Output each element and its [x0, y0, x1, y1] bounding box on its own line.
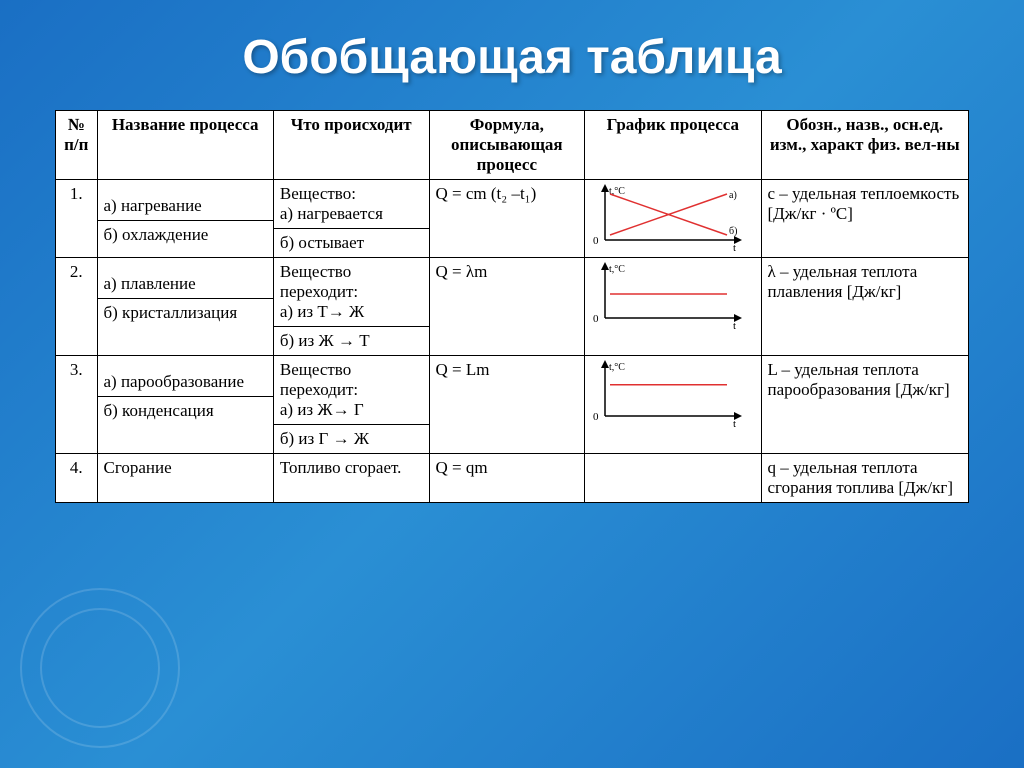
cell-number: 2.	[56, 258, 98, 356]
th-desc: Обозн., назв., осн.ед. изм., характ физ.…	[761, 111, 969, 180]
cell-name: а) парообразование б) конденсация	[97, 356, 273, 454]
cell-name: а) нагревание б) охлаждение	[97, 180, 273, 258]
cell-desc: q – удельная теплота сгорания топлива [Д…	[761, 454, 969, 503]
summary-table: № п/п Название процесса Что происходит Ф…	[55, 110, 969, 503]
cell-graph: t,°C t 0	[585, 356, 761, 454]
svg-text:t,°C: t,°C	[609, 264, 625, 275]
cell-formula: Q = cm (t₂ –t₁)	[429, 180, 585, 258]
svg-text:t: t	[733, 242, 736, 252]
cell-desc: L – удельная теплота парообразования [Дж…	[761, 356, 969, 454]
cell-desc: λ – удельная теплота плавления [Дж/кг]	[761, 258, 969, 356]
cell-name: а) плавление б) кристаллизация	[97, 258, 273, 356]
cell-name: Сгорание	[97, 454, 273, 503]
cell-formula: Q = Lm	[429, 356, 585, 454]
th-what: Что происходит	[273, 111, 429, 180]
cell-desc: c – удельная теплоемкость [Дж/кг · ºС]	[761, 180, 969, 258]
th-graph: График процесса	[585, 111, 761, 180]
table-row: 4. Сгорание Топливо сгорает. Q = qm q – …	[56, 454, 969, 503]
cell-what: Вещество переходит:а) из Ж→ Г б) из Г → …	[273, 356, 429, 454]
cell-formula: Q = λm	[429, 258, 585, 356]
cell-graph: t,°C t 0 а) б)	[585, 180, 761, 258]
th-formula: Формула, описывающая процесс	[429, 111, 585, 180]
cell-what: Топливо сгорает.	[273, 454, 429, 503]
cell-what: Вещество переходит:а) из Т→ Ж б) из Ж → …	[273, 258, 429, 356]
svg-text:t,°C: t,°C	[609, 186, 625, 197]
cell-graph	[585, 454, 761, 503]
cell-number: 3.	[56, 356, 98, 454]
cell-what: Вещество:а) нагревается б) остывает	[273, 180, 429, 258]
th-name: Название процесса	[97, 111, 273, 180]
svg-text:t: t	[733, 320, 736, 330]
svg-text:0: 0	[593, 411, 599, 423]
cell-number: 4.	[56, 454, 98, 503]
svg-text:t: t	[733, 418, 736, 428]
svg-text:0: 0	[593, 235, 599, 247]
th-number: № п/п	[56, 111, 98, 180]
page-title: Обобщающая таблица	[0, 0, 1024, 110]
svg-text:а): а)	[729, 190, 737, 201]
table-row: 2. а) плавление б) кристаллизация Вещест…	[56, 258, 969, 356]
svg-text:0: 0	[593, 313, 599, 325]
svg-text:t,°C: t,°C	[609, 362, 625, 373]
svg-text:б): б)	[729, 226, 737, 237]
table-row: 3. а) парообразование б) конденсация Вещ…	[56, 356, 969, 454]
cell-graph: t,°C t 0	[585, 258, 761, 356]
table-row: 1. а) нагревание б) охлаждение Вещество:…	[56, 180, 969, 258]
cell-formula: Q = qm	[429, 454, 585, 503]
cell-number: 1.	[56, 180, 98, 258]
